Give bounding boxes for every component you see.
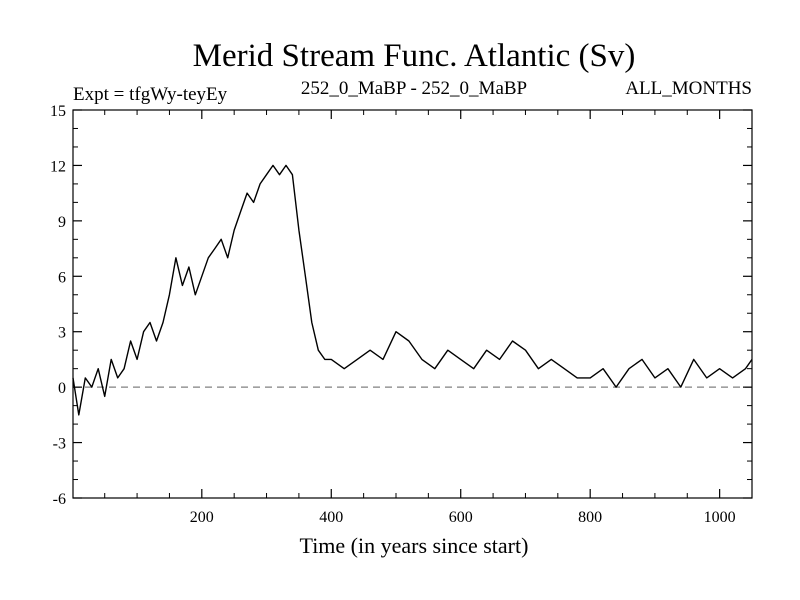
y-tick-label: 12: [50, 158, 66, 175]
x-tick-label: 800: [578, 509, 602, 526]
x-axis-label: Time (in years since start): [300, 533, 529, 558]
y-tick-label: 15: [50, 103, 66, 120]
period-label: 252_0_MaBP - 252_0_MaBP: [301, 78, 527, 99]
months-label: ALL_MONTHS: [625, 78, 752, 99]
axis-ticks: 200 400 600 800 1000 -6 -3 0 3 6 9 12 15: [50, 103, 753, 526]
x-tick-label: 600: [449, 509, 473, 526]
y-tick-label: -3: [53, 436, 66, 453]
chart-title: Merid Stream Func. Atlantic (Sv): [193, 38, 636, 74]
x-tick-label: 400: [319, 509, 343, 526]
plot-frame: [72, 109, 753, 499]
y-tick-label: -6: [53, 491, 66, 508]
y-tick-label: 6: [58, 269, 66, 286]
y-tick-label: 0: [58, 380, 66, 397]
y-tick-label: 3: [58, 325, 66, 342]
y-tick-label: 9: [58, 214, 66, 231]
x-tick-label: 1000: [704, 509, 736, 526]
x-tick-label: 200: [190, 509, 214, 526]
experiment-label: Expt = tfgWy-teyEy: [73, 84, 228, 105]
amoc-series-line: [72, 164, 753, 416]
